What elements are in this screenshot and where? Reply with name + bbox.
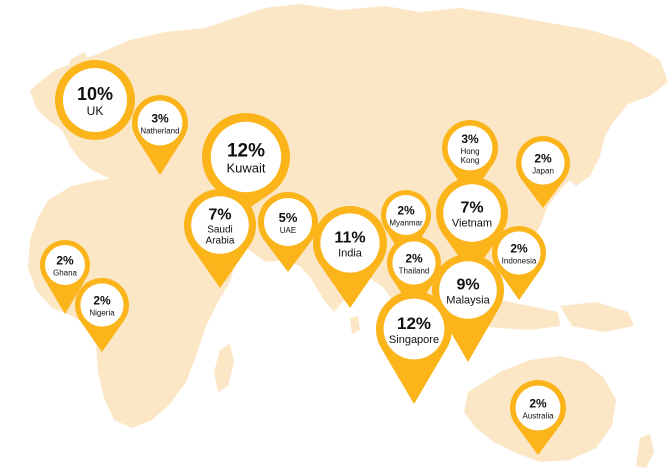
marker-myanmar[interactable]: 2%Myanmar	[381, 190, 432, 262]
marker-face	[392, 241, 436, 285]
marker-label: Thailand	[399, 267, 430, 276]
africa-landmass	[28, 178, 236, 428]
new-guinea	[560, 302, 634, 332]
marker-percent: 9%	[456, 277, 479, 294]
marker-face	[515, 385, 561, 431]
marker-percent: 5%	[279, 210, 298, 225]
marker-face	[383, 298, 445, 360]
marker-uae[interactable]: 5%UAE	[258, 192, 318, 272]
marker-layer: 10%UK3%Natherland12%Kuwait7%SaudiArabia5…	[40, 60, 570, 455]
marker-face	[497, 231, 541, 275]
marker-percent: 12%	[227, 141, 265, 162]
marker-face	[264, 198, 312, 246]
marker-label: Myanmar	[389, 219, 423, 228]
marker-face	[386, 195, 426, 235]
marker-nigeria[interactable]: 2%Nigeria	[75, 277, 129, 352]
marker-face	[320, 213, 380, 273]
marker-face	[521, 141, 565, 185]
marker-ghana[interactable]: 2%Ghana	[40, 240, 90, 314]
marker-label: Kuwait	[226, 161, 265, 176]
marker-vietnam[interactable]: 7%Vietnam	[435, 176, 508, 275]
marker-label: Kong	[461, 156, 480, 165]
marker-label: Nigeria	[89, 309, 115, 318]
new-zealand	[636, 434, 654, 468]
marker-label: Vietnam	[452, 218, 492, 230]
marker-face	[447, 125, 493, 171]
marker-percent: 7%	[460, 200, 483, 217]
marker-netherland[interactable]: 3%Natherland	[132, 94, 189, 175]
marker-percent: 2%	[56, 254, 74, 268]
marker-face	[191, 196, 249, 254]
marker-label: UK	[87, 104, 104, 118]
marker-face	[45, 245, 85, 285]
marker-indonesia[interactable]: 2%Indonesia	[492, 225, 546, 300]
marker-percent: 2%	[534, 152, 552, 166]
marker-percent: 11%	[334, 230, 365, 247]
marker-label: Ghana	[53, 269, 78, 278]
marker-face	[439, 261, 497, 319]
marker-japan[interactable]: 2%Japan	[516, 135, 570, 208]
marker-label: Saudi	[207, 225, 233, 236]
marker-percent: 2%	[397, 204, 415, 218]
marker-label: Japan	[532, 167, 554, 176]
marker-percent: 12%	[397, 314, 431, 333]
marker-face	[443, 184, 501, 242]
marker-percent: 3%	[151, 112, 169, 126]
marker-label: Arabia	[206, 236, 235, 247]
marker-label: Indonesia	[502, 257, 537, 266]
marker-face	[210, 121, 282, 193]
marker-singapore[interactable]: 12%Singapore	[376, 290, 452, 404]
marker-label: UAE	[280, 226, 296, 235]
marker-face	[80, 283, 124, 327]
marker-label: Malaysia	[446, 295, 490, 307]
marker-malaysia[interactable]: 9%Malaysia	[432, 254, 504, 362]
marker-percent: 10%	[77, 84, 113, 104]
marker-label: Hong	[460, 147, 479, 156]
marker-kuwait[interactable]: 12%Kuwait	[202, 113, 290, 210]
marker-face	[137, 100, 183, 146]
marker-percent: 3%	[461, 132, 479, 146]
marker-label: Natherland	[140, 127, 179, 136]
marker-percent: 2%	[510, 242, 528, 256]
marker-label: India	[338, 248, 363, 260]
japan-islands	[568, 120, 606, 186]
marker-face	[63, 68, 127, 132]
madagascar-island	[214, 344, 234, 392]
marker-australia[interactable]: 2%Australia	[510, 380, 566, 455]
marker-label: Australia	[522, 412, 554, 421]
marker-uk[interactable]: 10%UK	[54, 60, 135, 141]
sri-lanka	[350, 316, 360, 334]
marker-percent: 7%	[208, 207, 231, 224]
marker-percent: 2%	[93, 294, 111, 308]
marker-label: Singapore	[389, 334, 439, 346]
marker-percent: 2%	[405, 252, 423, 266]
marker-india[interactable]: 11%India	[313, 205, 388, 308]
marker-thailand[interactable]: 2%Thailand	[387, 236, 441, 312]
marker-percent: 2%	[529, 397, 547, 411]
